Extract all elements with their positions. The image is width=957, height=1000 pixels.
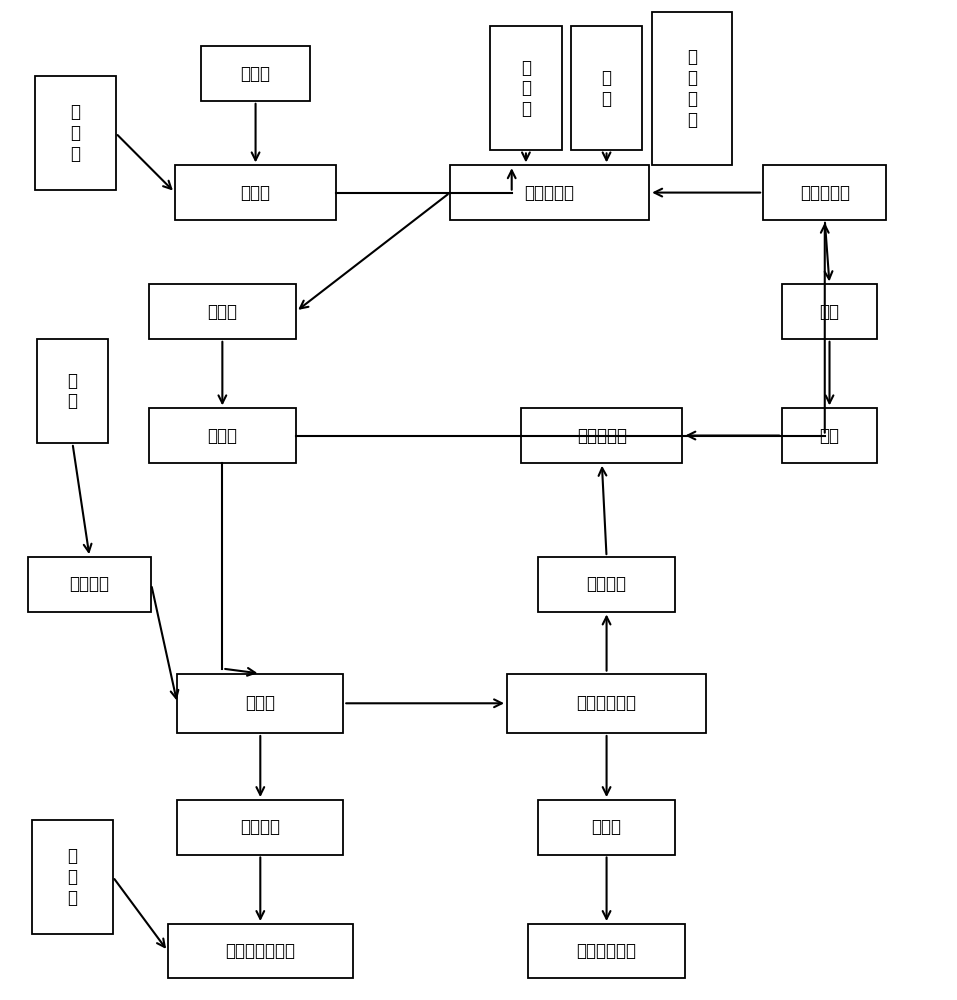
Text: 烟气处理系统: 烟气处理系统	[576, 942, 636, 960]
Bar	[33, 820, 113, 934]
Text: 超高水填充材料: 超高水填充材料	[225, 942, 296, 960]
Bar	[175, 165, 336, 220]
Text: 湿法粉磨机: 湿法粉磨机	[524, 184, 574, 202]
Bar	[490, 26, 562, 150]
Text: 烟
煤: 烟 煤	[68, 372, 78, 410]
Bar	[522, 408, 682, 463]
Text: 过滤: 过滤	[819, 303, 839, 321]
Text: 基体材料: 基体材料	[240, 818, 280, 836]
Text: 除尘器: 除尘器	[591, 818, 621, 836]
Text: 间接换热器: 间接换热器	[577, 427, 627, 445]
Text: 压滤机: 压滤机	[208, 427, 237, 445]
Text: 中和: 中和	[819, 427, 839, 445]
Bar	[177, 800, 344, 855]
Bar	[507, 674, 706, 733]
Text: 煤
矸
石: 煤 矸 石	[70, 103, 80, 163]
Bar	[28, 557, 151, 612]
Bar	[782, 284, 877, 339]
Bar	[571, 26, 642, 150]
Bar	[149, 284, 296, 339]
Bar	[538, 557, 676, 612]
Bar	[167, 924, 353, 978]
Bar	[177, 674, 344, 733]
Bar	[652, 12, 732, 165]
Text: 余热回收设备: 余热回收设备	[576, 694, 636, 712]
Text: 回转窑: 回转窑	[245, 694, 276, 712]
Text: 铝
灰: 铝 灰	[602, 69, 612, 108]
Text: 电
石
渣: 电 石 渣	[521, 59, 531, 118]
Bar	[35, 76, 116, 190]
Text: 有机废水池: 有机废水池	[800, 184, 850, 202]
Bar	[538, 800, 676, 855]
Bar	[763, 165, 886, 220]
Text: 均化池: 均化池	[208, 303, 237, 321]
Text: 煤粉粉磨: 煤粉粉磨	[70, 575, 109, 593]
Text: 高温蒸汽: 高温蒸汽	[587, 575, 627, 593]
Bar	[450, 165, 649, 220]
Text: 脱
硫
石
膏: 脱 硫 石 膏	[687, 48, 697, 129]
Text: 铁尾矿: 铁尾矿	[240, 65, 271, 83]
Bar	[782, 408, 877, 463]
Text: 破碎机: 破碎机	[240, 184, 271, 202]
Bar	[201, 46, 310, 101]
Bar	[37, 339, 108, 443]
Bar	[149, 408, 296, 463]
Text: 添
加
剂: 添 加 剂	[68, 847, 78, 907]
Bar	[528, 924, 685, 978]
